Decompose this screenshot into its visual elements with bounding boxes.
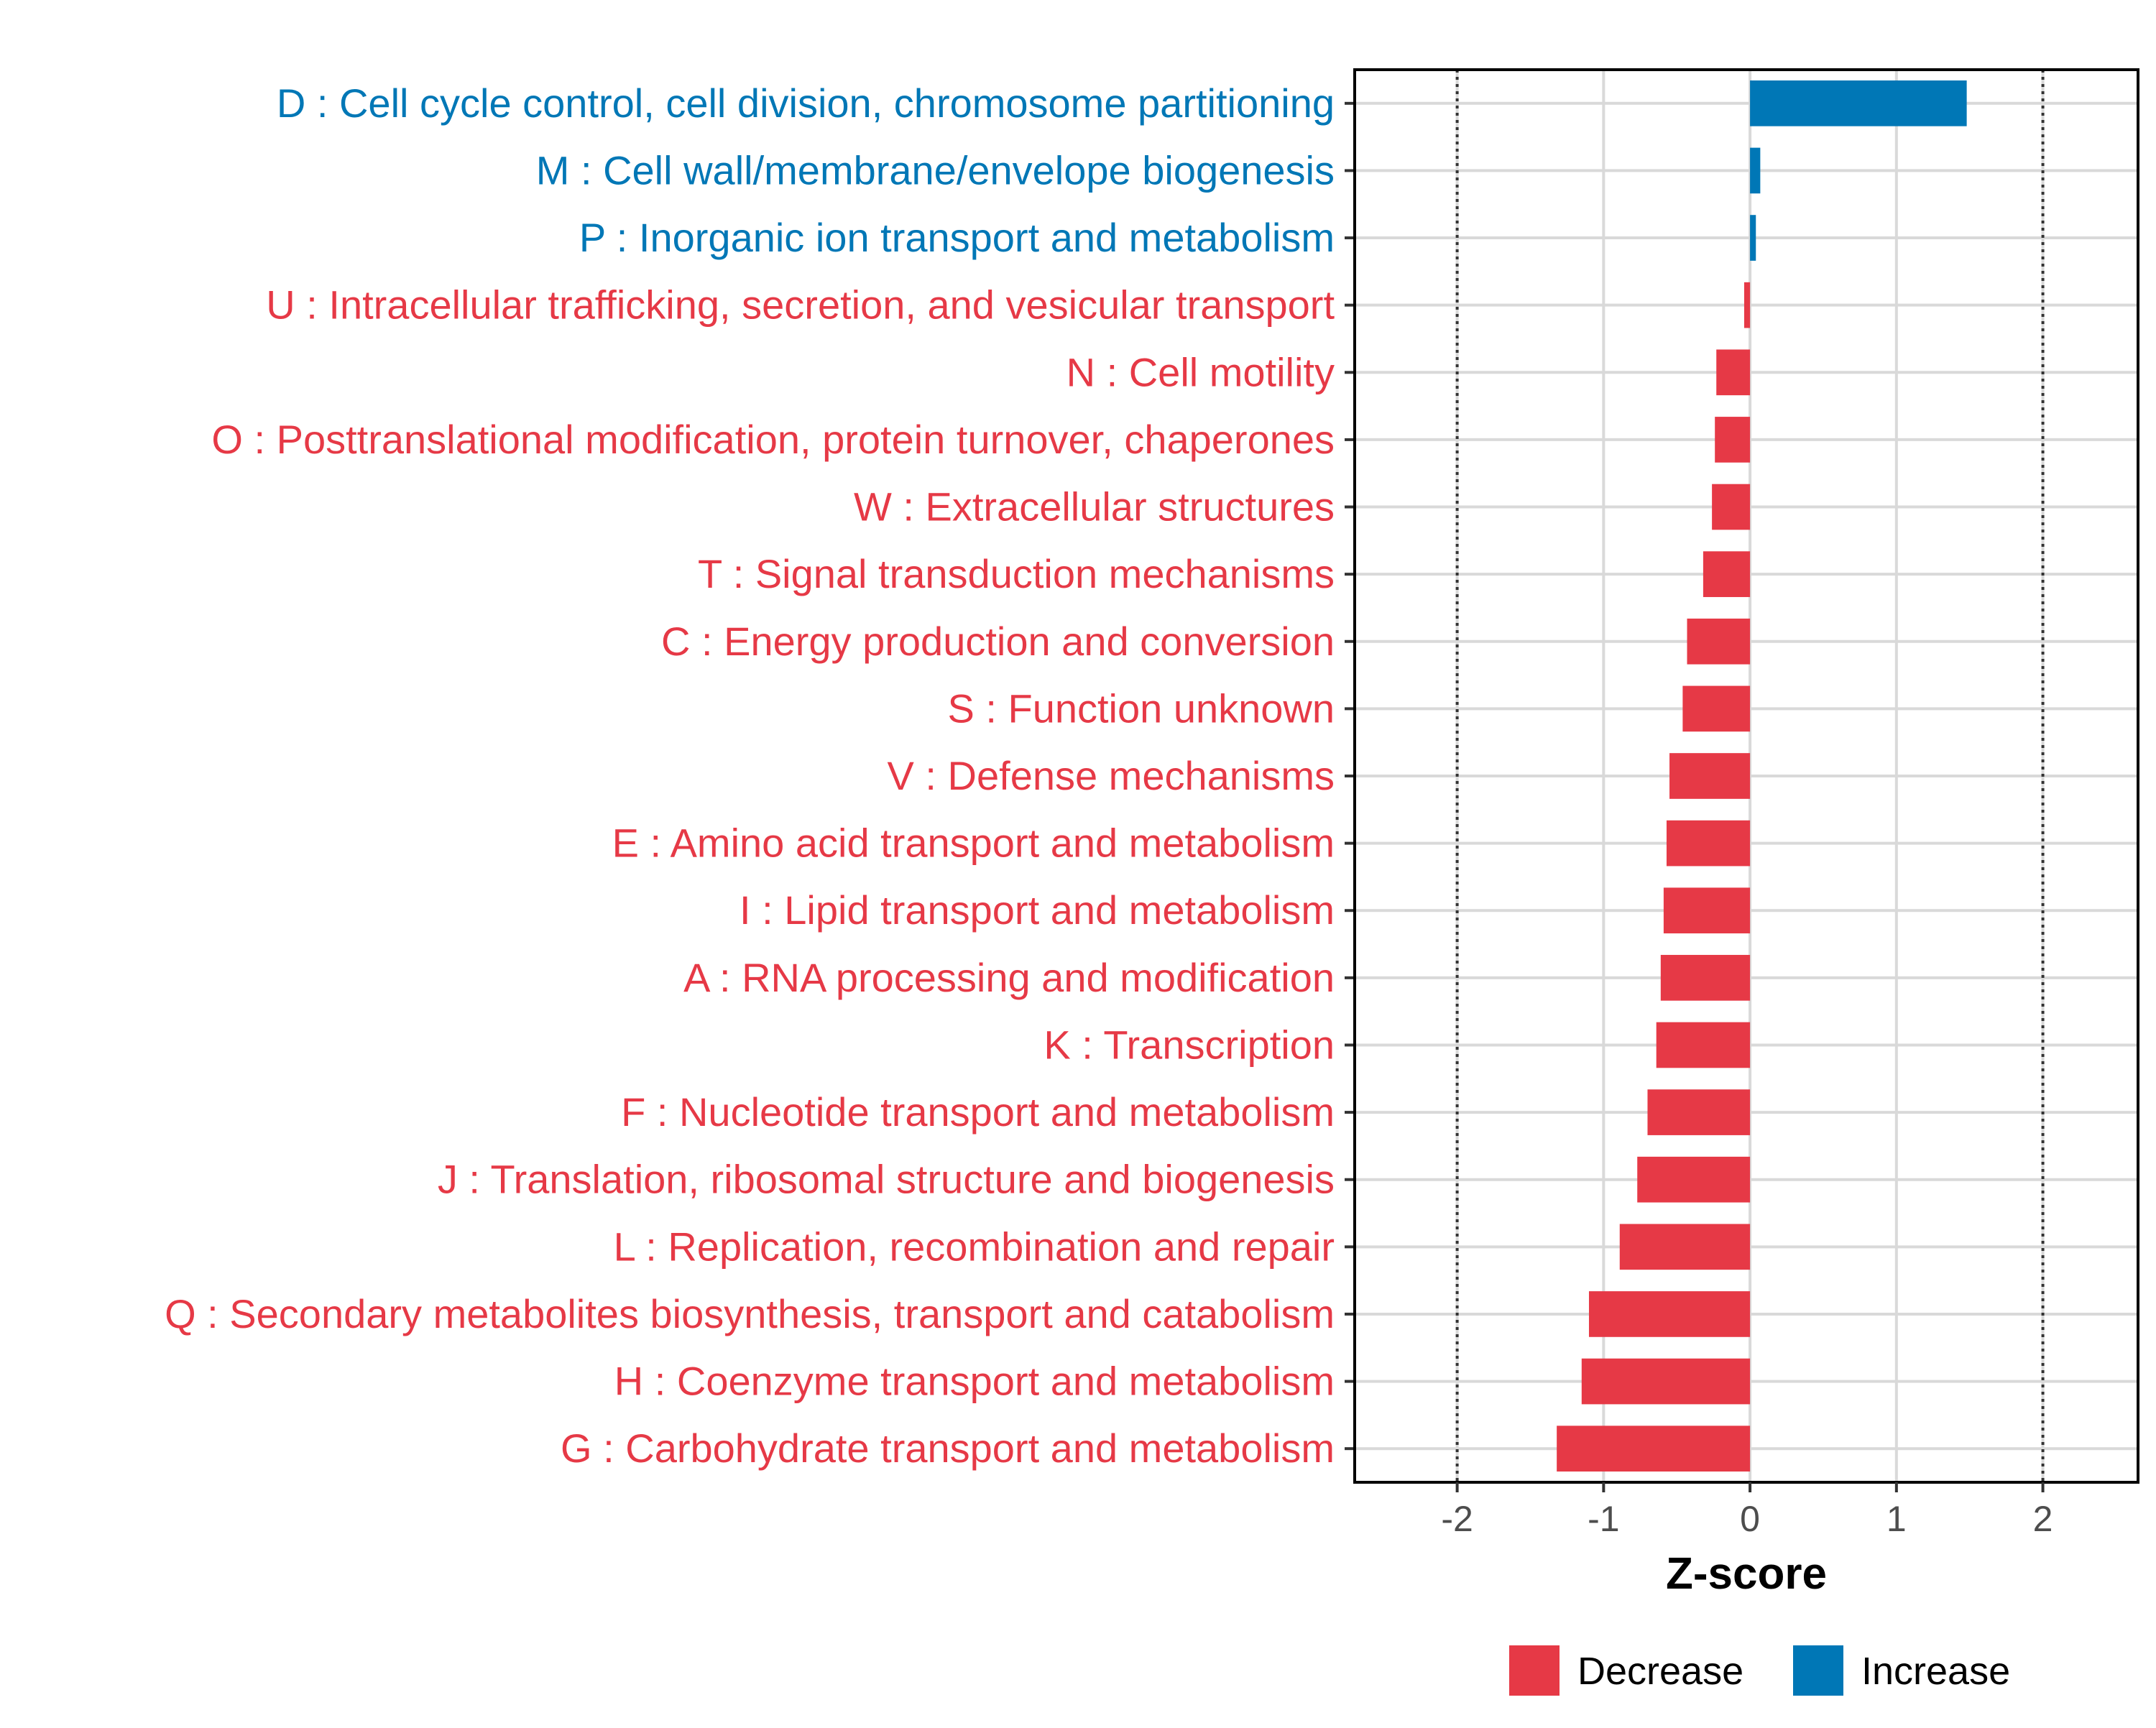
category-label: V : Defense mechanisms [888,753,1335,798]
bar [1712,484,1751,530]
category-label: T : Signal transduction mechanisms [698,551,1335,596]
category-label: F : Nucleotide transport and metabolism [621,1089,1335,1135]
x-tick-label: -1 [1588,1499,1619,1539]
category-label: S : Function unknown [947,685,1335,731]
bar [1669,753,1751,799]
bar [1682,685,1751,732]
legend-swatch [1793,1645,1843,1696]
bar [1557,1426,1751,1472]
bar [1647,1089,1751,1135]
category-label: H : Coenzyme transport and metabolism [614,1359,1335,1404]
category-label: N : Cell motility [1067,349,1335,394]
bar-layer [1557,80,1967,1472]
category-label: C : Energy production and conversion [661,619,1335,664]
category-label-layer: D : Cell cycle control, cell division, c… [165,80,1355,1471]
bar [1715,417,1751,463]
bar [1666,820,1751,867]
bar [1656,1022,1751,1068]
category-label: K : Transcription [1044,1022,1335,1067]
legend-swatch [1509,1645,1560,1696]
category-label: L : Replication, recombination and repai… [614,1224,1335,1269]
category-label: W : Extracellular structures [854,484,1335,530]
legend: Decrease Increase [1509,1645,2010,1696]
legend-label: Increase [1861,1650,2010,1693]
bar [1663,887,1751,934]
bar [1637,1156,1751,1203]
category-label: I : Lipid transport and metabolism [740,887,1335,933]
category-label: E : Amino acid transport and metabolism [612,821,1335,866]
x-tick-label: 2 [2033,1499,2053,1539]
x-tick-label: 0 [1740,1499,1760,1539]
bar [1588,1291,1751,1337]
bar [1750,80,1967,126]
bar [1687,618,1751,665]
x-tick-label: -2 [1441,1499,1473,1539]
x-axis-title: Z-score [1666,1549,1827,1599]
bar [1581,1358,1751,1405]
x-tick-label: 1 [1886,1499,1907,1539]
bar [1703,551,1751,597]
bar [1660,955,1751,1001]
category-label: Q : Secondary metabolites biosynthesis, … [165,1291,1335,1336]
bar [1716,349,1751,396]
legend-label: Decrease [1577,1650,1743,1693]
category-label: G : Carbohydrate transport and metabolis… [561,1426,1335,1471]
x-axis: -2 -1 0 1 2 [1353,68,2139,1539]
bar [1750,215,1756,261]
category-label: D : Cell cycle control, cell division, c… [277,80,1335,126]
category-label: O : Posttranslational modification, prot… [211,417,1335,462]
category-label: A : RNA processing and modification [683,955,1335,1000]
category-label: J : Translation, ribosomal structure and… [438,1157,1335,1202]
bar [1743,282,1751,328]
bar [1750,147,1761,194]
category-label: U : Intracellular trafficking, secretion… [266,282,1335,328]
category-label: P : Inorganic ion transport and metaboli… [579,215,1335,260]
panel-border [1353,68,2139,1484]
category-label: M : Cell wall/membrane/envelope biogenes… [536,147,1335,193]
bar [1619,1224,1751,1270]
